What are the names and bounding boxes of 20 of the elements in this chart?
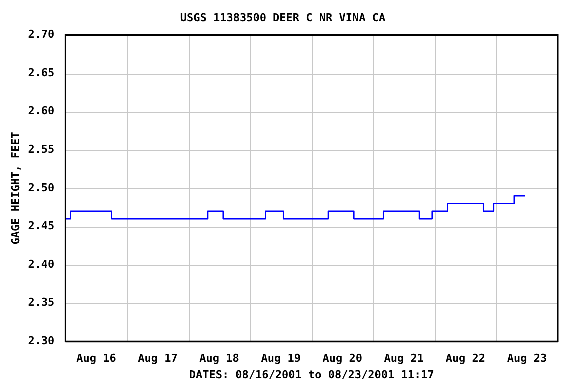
y-tick-label: 2.70 xyxy=(28,28,55,42)
y-tick-label: 2.50 xyxy=(28,181,55,194)
x-axis-title: DATES: 08/16/2001 to 08/23/2001 11:17 xyxy=(189,368,434,382)
y-tick-label: 2.60 xyxy=(28,104,55,118)
chart-title: USGS 11383500 DEER C NR VINA CA xyxy=(180,11,386,24)
y-axis-title: GAGE HEIGHT, FEET xyxy=(9,132,22,245)
x-tick-label: Aug 23 xyxy=(507,352,548,366)
x-tick-label: Aug 21 xyxy=(384,352,424,366)
x-tick-label: Aug 20 xyxy=(322,352,362,366)
x-tick-label: Aug 18 xyxy=(200,352,240,366)
x-tick-label: Aug 22 xyxy=(446,352,486,366)
x-tick-label: Aug 17 xyxy=(138,352,178,366)
x-tick-label: Aug 19 xyxy=(261,352,301,366)
y-tick-label: 2.40 xyxy=(28,258,55,271)
x-tick-label: Aug 16 xyxy=(76,352,117,366)
y-tick-label: 2.65 xyxy=(28,66,55,80)
y-tick-label: 2.35 xyxy=(28,296,55,310)
y-tick-label: 2.45 xyxy=(28,220,55,233)
y-tick-label: 2.55 xyxy=(28,142,55,156)
y-tick-label: 2.30 xyxy=(28,334,55,348)
